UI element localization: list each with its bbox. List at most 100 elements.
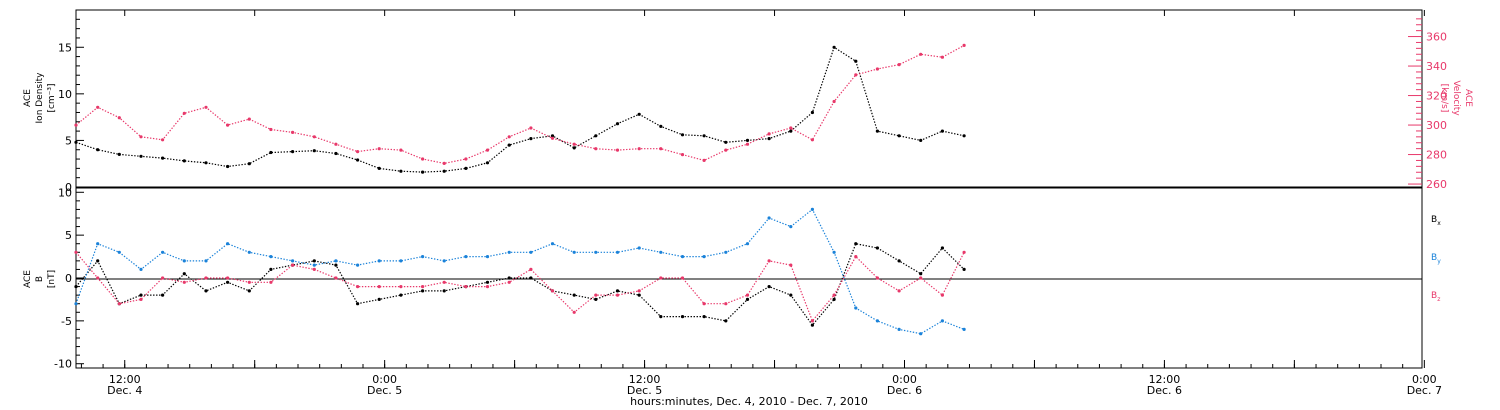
velocity-point xyxy=(399,148,403,152)
ion-density-point xyxy=(919,138,923,142)
bz-point xyxy=(139,297,143,301)
top-left-quantity: Ion Density xyxy=(35,72,45,124)
velocity-point xyxy=(269,127,273,132)
time-tick-label: 0:00 xyxy=(1412,373,1437,386)
bx-point xyxy=(702,315,706,319)
bx-point xyxy=(789,293,793,297)
by-point xyxy=(680,255,685,259)
ion-density-point xyxy=(572,146,576,150)
ion-density-point xyxy=(745,138,750,142)
ion-density-point xyxy=(226,164,230,169)
by-point xyxy=(139,267,143,271)
bottom-left-mission: ACE xyxy=(23,270,33,288)
velocity-point xyxy=(161,138,165,142)
bz-point xyxy=(594,293,598,297)
bz-point xyxy=(421,285,425,289)
by-point xyxy=(810,207,815,211)
date-tick-label: Dec. 4 xyxy=(107,384,142,397)
velocity-point xyxy=(485,148,490,152)
bz-point xyxy=(832,293,836,297)
velocity-point xyxy=(767,132,771,136)
legend-by: By xyxy=(1431,253,1441,265)
legend-bz: Bz xyxy=(1431,291,1440,303)
bx-point xyxy=(594,297,598,301)
bx-point xyxy=(442,289,446,293)
bx-point xyxy=(247,289,251,293)
by-point xyxy=(962,327,966,331)
top-left-mission: ACE xyxy=(23,89,33,107)
bx-point xyxy=(312,259,316,263)
top-right-tick-label: 280 xyxy=(1426,149,1447,162)
velocity-point xyxy=(507,135,511,139)
velocity-point xyxy=(74,123,78,127)
velocity-point xyxy=(291,130,295,134)
ion-density-point xyxy=(897,134,901,138)
by-point xyxy=(875,319,880,323)
velocity-point xyxy=(637,147,641,151)
bz-point xyxy=(312,267,316,271)
bottom-left-label: ACE B [nT] xyxy=(23,270,57,288)
bottom-left-tick-label: 5 xyxy=(65,229,72,242)
by-point xyxy=(464,255,468,259)
by-point xyxy=(789,225,793,229)
ion-density-point xyxy=(421,170,425,174)
by-point xyxy=(572,250,576,254)
time-tick-label: 12:00 xyxy=(109,373,141,386)
velocity-point xyxy=(204,105,208,109)
top-left-axis: 0 5 10 15 xyxy=(58,18,84,194)
ion-density-point xyxy=(161,156,165,160)
by-point xyxy=(334,259,338,263)
bx-point xyxy=(572,293,576,297)
ion-density-point xyxy=(291,150,295,154)
ion-density-point xyxy=(464,166,468,170)
velocity-point xyxy=(182,111,186,115)
velocity-trace xyxy=(75,44,965,165)
bx-point xyxy=(680,315,685,319)
bx-point xyxy=(940,246,945,250)
by-point xyxy=(442,259,446,263)
bottom-panel-frame xyxy=(75,187,1423,369)
ion-density-point xyxy=(940,129,945,133)
bottom-left-tick-label: -10 xyxy=(54,358,72,371)
bz-point xyxy=(507,280,511,284)
velocity-point xyxy=(421,157,425,161)
bx-point xyxy=(875,246,880,250)
bx-point xyxy=(767,285,771,289)
bx-point xyxy=(421,289,425,293)
velocity-point xyxy=(810,138,815,142)
velocity-point xyxy=(875,67,880,71)
bz-series xyxy=(74,250,966,323)
ion-density-point xyxy=(680,133,685,137)
bz-point xyxy=(247,280,251,284)
bx-point xyxy=(204,289,208,293)
bx-point xyxy=(139,293,143,297)
velocity-point xyxy=(139,135,143,139)
ion-density-point xyxy=(659,124,663,128)
by-point xyxy=(377,259,381,263)
bz-point xyxy=(810,319,815,323)
velocity-point xyxy=(442,161,446,165)
velocity-point xyxy=(594,147,598,151)
time-tick-label: 0:00 xyxy=(892,373,917,386)
bx-series xyxy=(74,242,966,327)
bz-trace xyxy=(75,251,965,323)
bz-point xyxy=(485,285,490,289)
bz-point xyxy=(940,293,945,297)
by-point xyxy=(161,250,165,254)
bottom-left-tick-label: 10 xyxy=(58,186,72,199)
ion-density-point xyxy=(529,137,533,141)
top-left-tick-label: 0 xyxy=(65,181,72,194)
by-point xyxy=(356,263,360,267)
bz-point xyxy=(637,289,641,293)
ion-density-point xyxy=(767,137,771,141)
bx-point xyxy=(74,285,78,289)
by-point xyxy=(615,250,620,254)
ion-density-point xyxy=(139,154,143,158)
bx-point xyxy=(832,297,836,301)
bz-point xyxy=(919,276,923,280)
by-point xyxy=(226,242,230,246)
by-point xyxy=(421,255,425,259)
top-right-units: [km/s] xyxy=(1439,84,1449,113)
